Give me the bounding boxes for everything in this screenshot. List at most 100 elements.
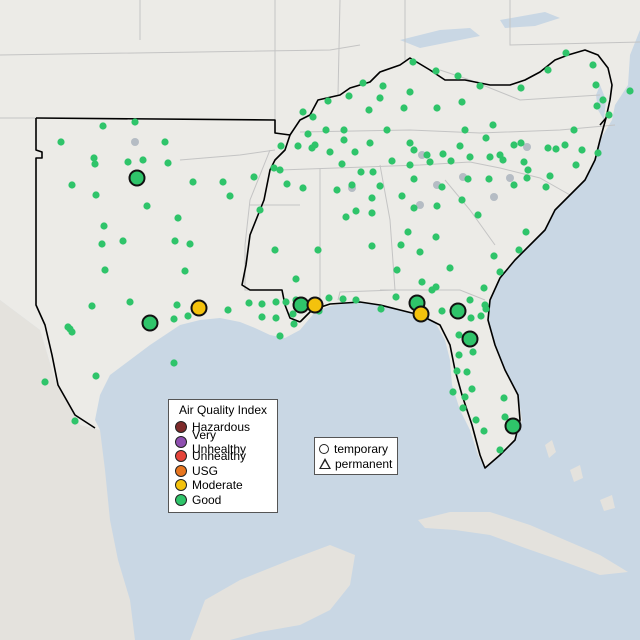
good-monitor[interactable] <box>406 161 414 169</box>
good-monitor[interactable] <box>482 134 490 142</box>
good-monitor[interactable] <box>449 388 457 396</box>
good-monitor[interactable] <box>468 385 476 393</box>
good-monitor[interactable] <box>289 310 297 318</box>
good-monitor[interactable] <box>476 82 484 90</box>
good-monitor[interactable] <box>593 102 601 110</box>
good-monitor[interactable] <box>352 207 360 215</box>
good-monitor[interactable] <box>500 394 508 402</box>
good-monitor[interactable] <box>376 94 384 102</box>
good-monitor[interactable] <box>466 296 474 304</box>
good-monitor[interactable] <box>101 266 109 274</box>
temporary-monitor[interactable] <box>504 417 522 435</box>
good-monitor[interactable] <box>365 106 373 114</box>
good-monitor[interactable] <box>410 146 418 154</box>
good-monitor[interactable] <box>392 293 400 301</box>
good-monitor[interactable] <box>517 139 525 147</box>
good-monitor[interactable] <box>90 154 98 162</box>
good-monitor[interactable] <box>459 404 467 412</box>
good-monitor[interactable] <box>458 196 466 204</box>
good-monitor[interactable] <box>524 166 532 174</box>
good-monitor[interactable] <box>467 314 475 322</box>
good-monitor[interactable] <box>592 81 600 89</box>
temporary-monitor[interactable] <box>412 305 430 323</box>
good-monitor[interactable] <box>304 130 312 138</box>
good-monitor[interactable] <box>517 84 525 92</box>
good-monitor[interactable] <box>439 150 447 158</box>
good-monitor[interactable] <box>174 214 182 222</box>
good-monitor[interactable] <box>352 296 360 304</box>
good-monitor[interactable] <box>342 213 350 221</box>
good-monitor[interactable] <box>170 359 178 367</box>
good-monitor[interactable] <box>626 87 634 95</box>
good-monitor[interactable] <box>64 323 72 331</box>
good-monitor[interactable] <box>599 96 607 104</box>
good-monitor[interactable] <box>161 138 169 146</box>
good-monitor[interactable] <box>299 108 307 116</box>
good-monitor[interactable] <box>510 181 518 189</box>
temporary-monitors[interactable] <box>128 169 522 435</box>
good-monitor[interactable] <box>456 142 464 150</box>
good-monitor[interactable] <box>184 312 192 320</box>
good-monitor[interactable] <box>340 126 348 134</box>
good-monitor[interactable] <box>605 111 613 119</box>
good-monitor[interactable] <box>186 240 194 248</box>
good-monitor[interactable] <box>480 284 488 292</box>
good-monitor[interactable] <box>438 307 446 315</box>
good-monitor[interactable] <box>480 427 488 435</box>
good-monitor[interactable] <box>490 252 498 260</box>
good-monitor[interactable] <box>126 298 134 306</box>
good-monitor[interactable] <box>397 241 405 249</box>
good-monitor[interactable] <box>453 367 461 375</box>
good-monitor[interactable] <box>282 298 290 306</box>
good-monitor[interactable] <box>433 202 441 210</box>
good-monitor[interactable] <box>520 158 528 166</box>
good-monitor[interactable] <box>139 156 147 164</box>
good-monitor[interactable] <box>99 122 107 130</box>
good-monitor[interactable] <box>469 348 477 356</box>
good-monitor[interactable] <box>388 157 396 165</box>
good-monitor[interactable] <box>98 240 106 248</box>
temporary-monitor[interactable] <box>141 314 159 332</box>
good-monitor[interactable] <box>416 248 424 256</box>
good-monitor[interactable] <box>542 183 550 191</box>
good-monitor[interactable] <box>91 160 99 168</box>
good-monitor[interactable] <box>455 351 463 359</box>
good-monitor[interactable] <box>124 158 132 166</box>
good-monitor[interactable] <box>143 202 151 210</box>
good-monitor[interactable] <box>466 153 474 161</box>
good-monitor[interactable] <box>57 138 65 146</box>
good-monitor[interactable] <box>292 275 300 283</box>
good-monitor[interactable] <box>458 98 466 106</box>
good-monitor[interactable] <box>400 104 408 112</box>
temporary-monitor[interactable] <box>190 299 208 317</box>
temporary-monitor[interactable] <box>461 330 479 348</box>
good-monitor[interactable] <box>410 175 418 183</box>
good-monitor[interactable] <box>447 157 455 165</box>
good-monitor[interactable] <box>438 183 446 191</box>
good-monitor[interactable] <box>398 192 406 200</box>
good-monitor[interactable] <box>376 182 384 190</box>
good-monitor[interactable] <box>92 191 100 199</box>
good-monitor[interactable] <box>290 320 298 328</box>
good-monitor[interactable] <box>326 148 334 156</box>
good-monitor[interactable] <box>92 372 100 380</box>
good-monitor[interactable] <box>578 146 586 154</box>
good-monitor[interactable] <box>496 268 504 276</box>
good-monitor[interactable] <box>572 161 580 169</box>
good-monitor[interactable] <box>333 186 341 194</box>
good-monitor[interactable] <box>224 306 232 314</box>
good-monitor[interactable] <box>393 266 401 274</box>
good-monitor[interactable] <box>181 267 189 275</box>
good-monitor[interactable] <box>552 145 560 153</box>
good-monitor[interactable] <box>325 294 333 302</box>
good-monitor[interactable] <box>366 139 374 147</box>
good-monitor[interactable] <box>276 166 284 174</box>
good-monitor[interactable] <box>515 246 523 254</box>
good-monitor[interactable] <box>426 158 434 166</box>
good-monitor[interactable] <box>594 149 602 157</box>
good-monitor[interactable] <box>464 175 472 183</box>
good-monitor[interactable] <box>523 174 531 182</box>
good-monitor[interactable] <box>562 49 570 57</box>
good-monitor[interactable] <box>561 141 569 149</box>
good-monitor[interactable] <box>324 97 332 105</box>
